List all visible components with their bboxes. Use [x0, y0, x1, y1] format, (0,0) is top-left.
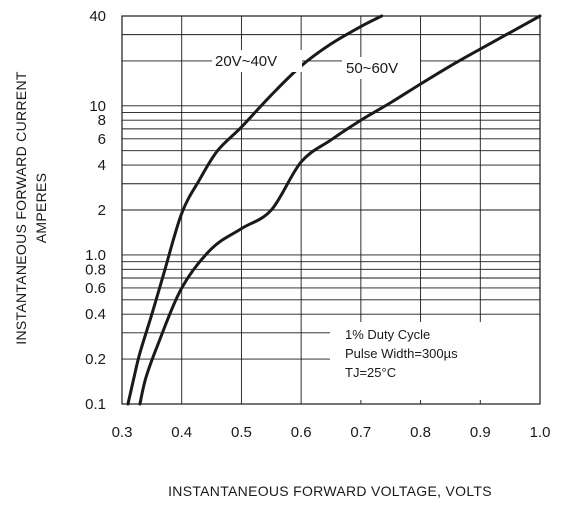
y-tick-label: 8	[98, 112, 106, 129]
x-tick-label: 1.0	[530, 424, 551, 441]
x-tick-label: 0.3	[112, 424, 133, 441]
y-tick-label: 1.0	[85, 247, 106, 264]
y-tick-label: 0.8	[85, 261, 106, 278]
annotation-box	[330, 322, 540, 400]
series-label-20v-40v: 20V~40V	[215, 53, 277, 70]
y-tick-label: 40	[89, 8, 106, 25]
annotation-duty-cycle: 1% Duty Cycle	[345, 327, 430, 342]
series-label-bg-1	[212, 50, 302, 72]
series-line-1	[126, 14, 384, 406]
y-tick-label: 0.2	[85, 351, 106, 368]
curves	[126, 14, 542, 406]
y-axis-title-line2: AMPERES	[33, 173, 49, 244]
series-line-2	[138, 14, 542, 406]
x-tick-label: 0.6	[291, 424, 312, 441]
series-label-50-60v: 50~60V	[346, 60, 398, 77]
y-axis-title-line1: INSTANTANEOUS FORWARD CURRENT	[13, 71, 29, 345]
y-tick-label: 10	[89, 98, 106, 115]
y-tick-label: 2	[98, 202, 106, 219]
series-label-bg-2	[342, 57, 420, 79]
y-tick-label: 0.6	[85, 280, 106, 297]
plot-frame	[121, 15, 541, 405]
x-tick-label: 0.5	[231, 424, 252, 441]
y-tick-label: 6	[98, 131, 106, 148]
x-tick-label: 0.4	[171, 424, 192, 441]
tick-labels: 0.3 0.4 0.5 0.6 0.7 0.8 0.9 1.00.10.20.40.60.81…	[85, 8, 550, 441]
y-tick-label: 0.4	[85, 306, 106, 323]
y-tick-label: 0.1	[85, 396, 106, 413]
y-tick-label: 4	[98, 157, 106, 174]
x-tick-label: 0.9	[470, 424, 491, 441]
x-tick-label: 0.7	[350, 424, 371, 441]
x-axis-title: INSTANTANEOUS FORWARD VOLTAGE, VOLTS	[168, 483, 492, 499]
annotation-pulse-width: Pulse Width=300µs	[345, 346, 458, 361]
annotation-temperature: TJ=25°C	[345, 365, 396, 380]
x-tick-label: 0.8	[410, 424, 431, 441]
